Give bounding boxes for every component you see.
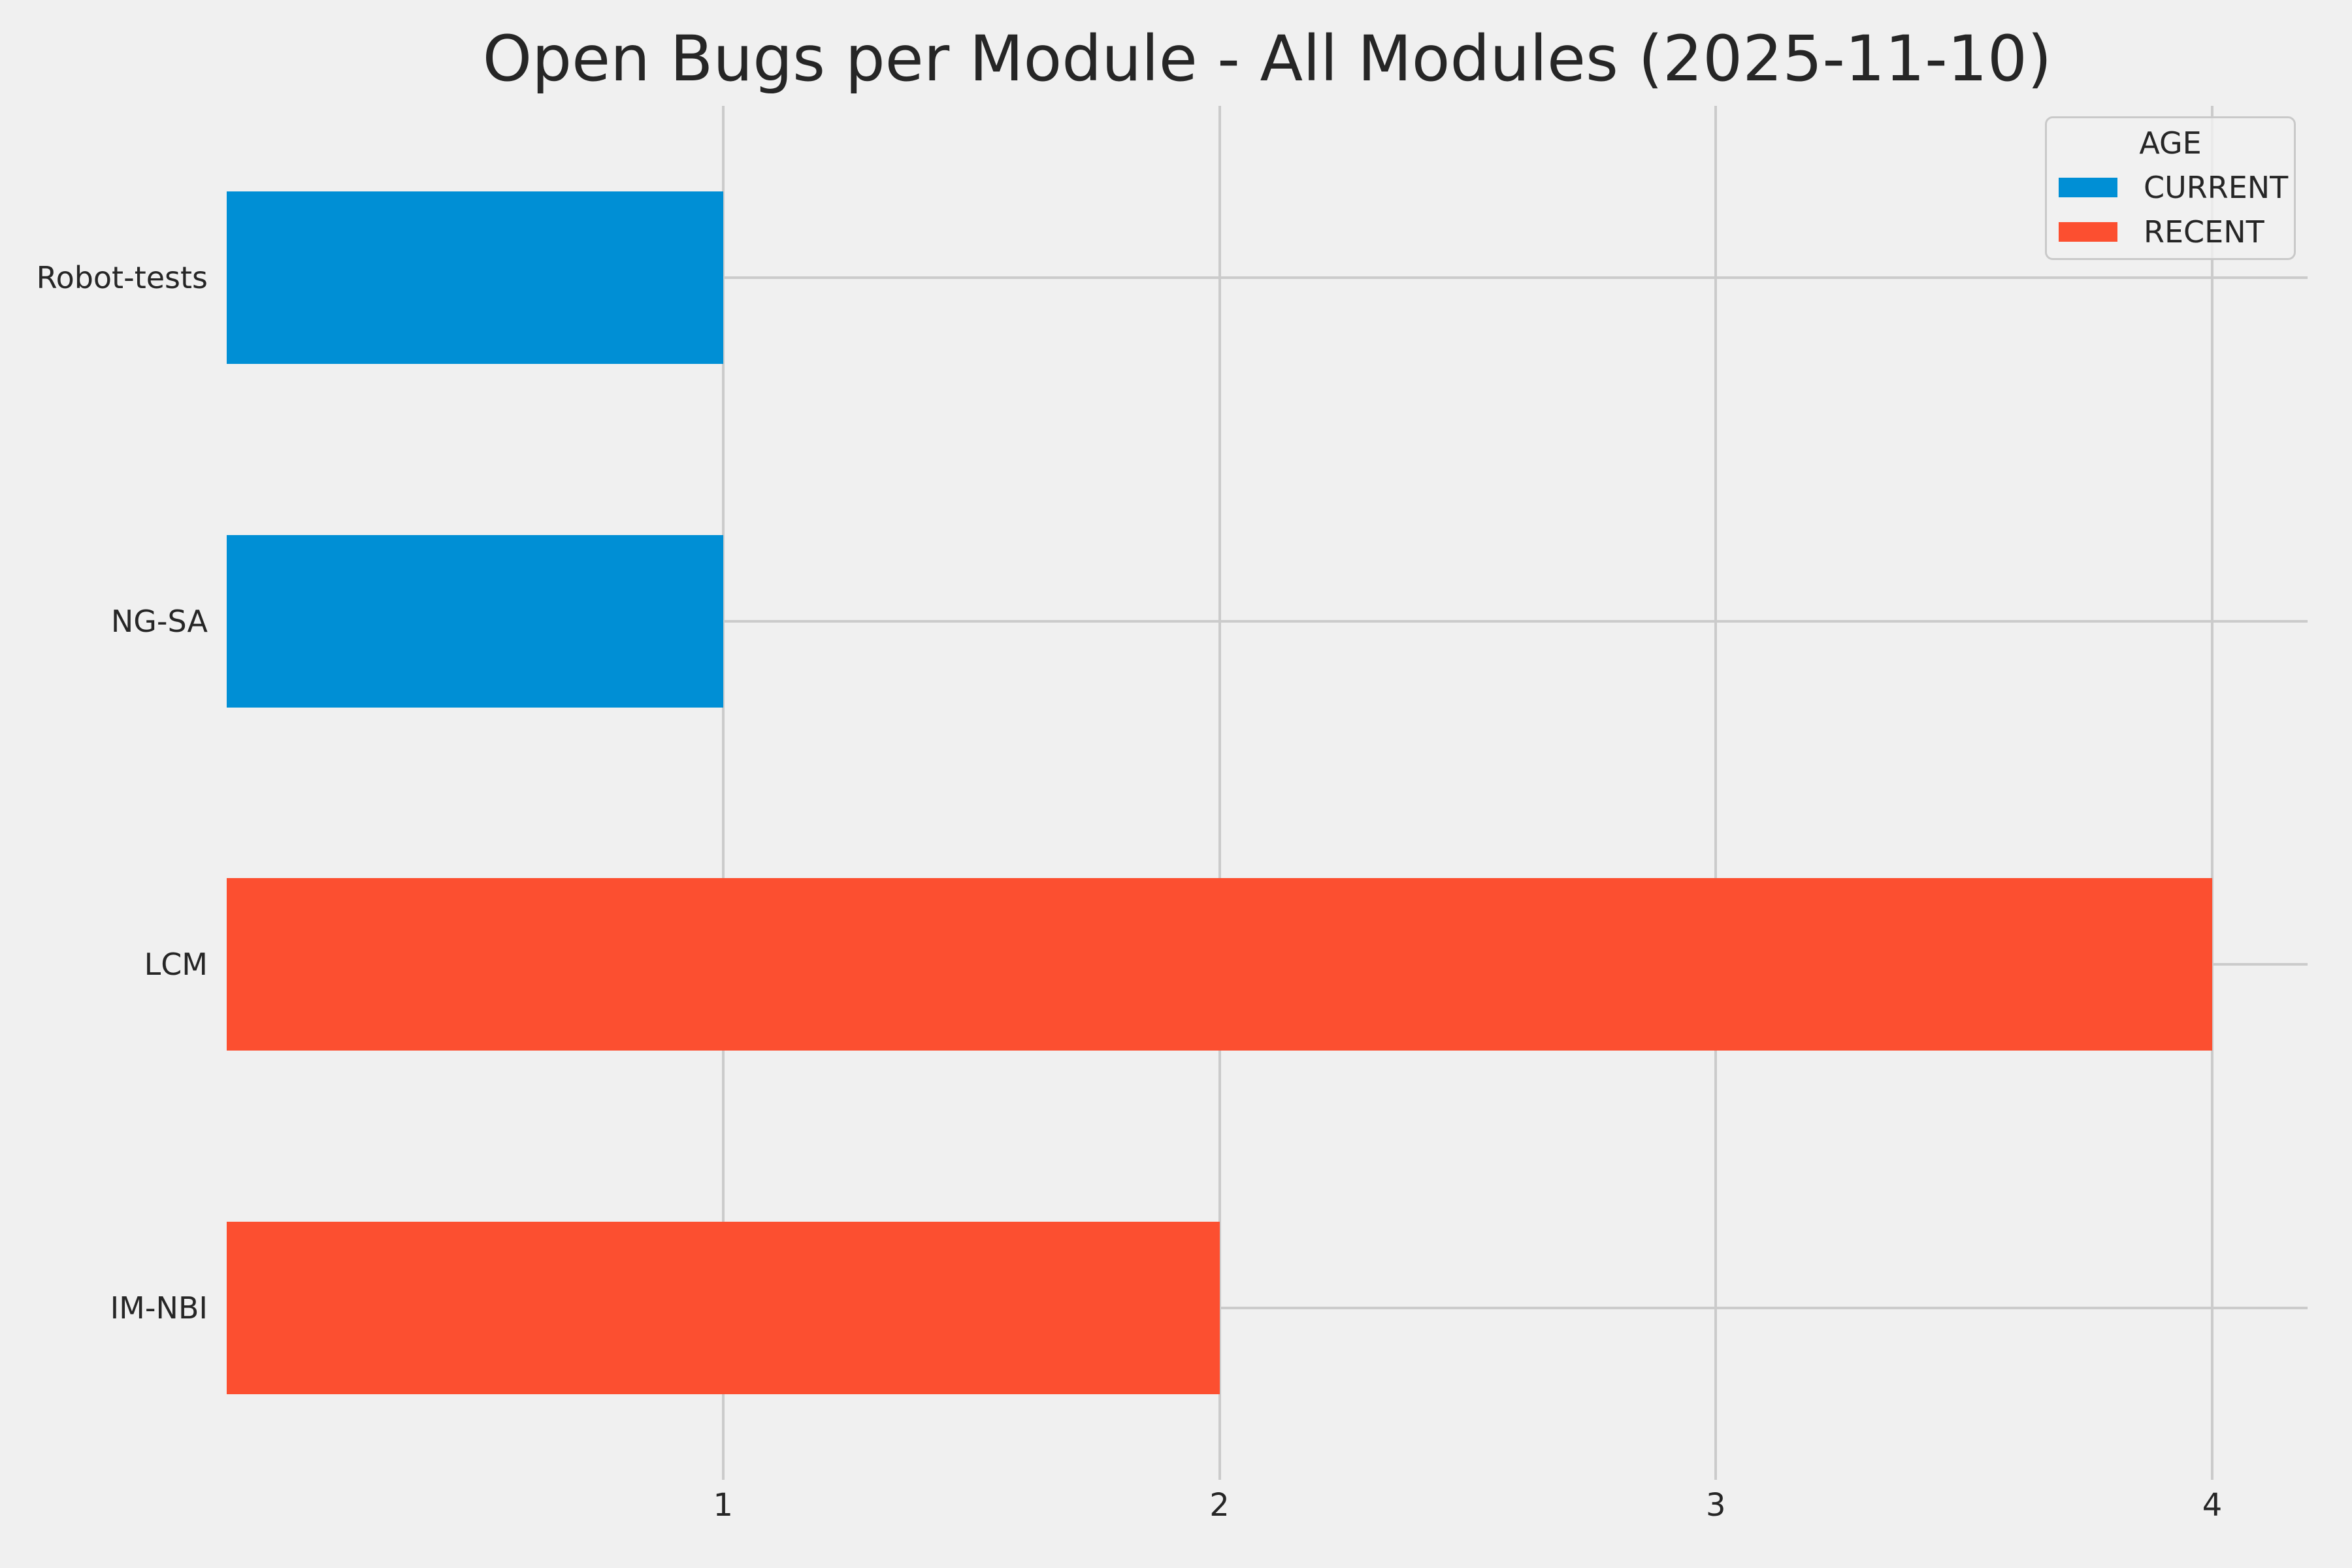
y-axis-label-lcm: LCM: [144, 947, 208, 983]
legend-swatch-current: [2059, 178, 2117, 197]
y-gridline-im-nbi: [227, 1307, 2308, 1310]
y-axis-label-ng-sa: NG-SA: [110, 603, 208, 639]
legend-label-recent: RECENT: [2144, 214, 2264, 250]
bar-im-nbi: [227, 1222, 1220, 1395]
legend-items: CURRENT RECENT: [2047, 169, 2294, 250]
x-axis-tick-3: 3: [1705, 1487, 1726, 1524]
y-axis-label-im-nbi: IM-NBI: [110, 1290, 208, 1326]
legend-row-current: CURRENT: [2047, 169, 2294, 206]
y-gridline-ng-sa: [227, 619, 2308, 623]
x-axis-tick-4: 4: [2202, 1487, 2223, 1524]
x-axis-tick-1: 1: [713, 1487, 734, 1524]
x-gridline-2: [1218, 106, 1221, 1480]
x-axis-tick-2: 2: [1209, 1487, 1230, 1524]
y-gridline-robot-tests: [227, 276, 2308, 279]
y-axis-label-robot-tests: Robot-tests: [36, 259, 208, 295]
chart-title: Open Bugs per Module - All Modules (2025…: [482, 22, 2052, 95]
bar-ng-sa: [227, 534, 723, 708]
legend-label-current: CURRENT: [2144, 170, 2289, 205]
legend-title: AGE: [2139, 125, 2202, 161]
legend: AGE CURRENT RECENT: [2045, 116, 2296, 260]
x-gridline-3: [1714, 106, 1718, 1480]
legend-swatch-recent: [2059, 222, 2117, 242]
plot-area: [227, 106, 2308, 1480]
x-gridline-4: [2211, 106, 2213, 1480]
x-gridline-1: [721, 106, 725, 1480]
legend-row-recent: RECENT: [2047, 214, 2294, 250]
bar-lcm: [227, 878, 2212, 1051]
bar-robot-tests: [227, 191, 723, 364]
